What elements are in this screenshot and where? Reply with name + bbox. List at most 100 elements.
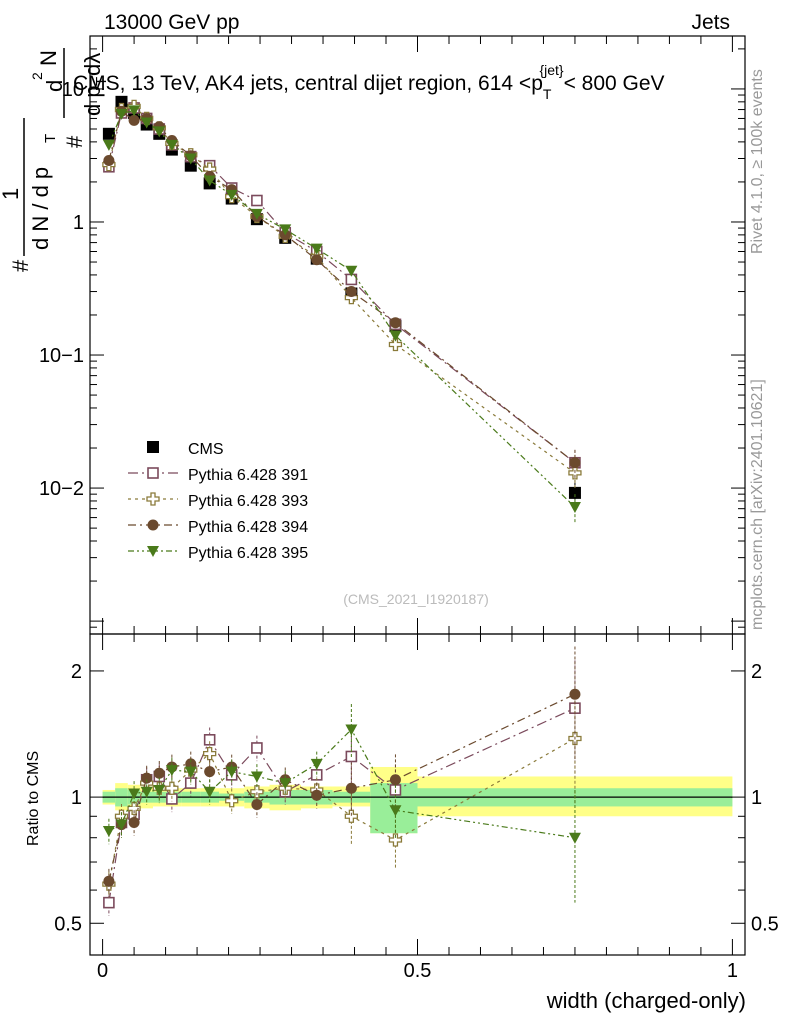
ratio-point (165, 781, 179, 795)
xtick-label: 0.5 (404, 960, 432, 982)
main-point (569, 457, 581, 469)
legend: CMS Pythia 6.428 391 Pythia 6.428 393 Pythi… (128, 441, 308, 562)
main-point (153, 126, 166, 138)
legend-label: Pythia 6.428 391 (188, 467, 308, 484)
main-point (128, 114, 140, 126)
ylabel-N: N (36, 50, 61, 66)
main-point (140, 117, 153, 129)
ratio-point (103, 875, 115, 887)
main-point (389, 317, 401, 329)
ylabel-dNdp: d N / d p (28, 167, 53, 250)
main-series-line (108, 109, 576, 508)
ratio-point (203, 786, 216, 798)
main-point (184, 153, 197, 165)
ratio-point (165, 765, 178, 777)
legend-marker (147, 467, 159, 479)
ratio-point (569, 688, 581, 700)
legend-marker (147, 546, 159, 557)
ylabel-sub-T1: T (42, 134, 59, 143)
main-point (251, 194, 263, 207)
ylabel-hash-2: # (62, 135, 87, 148)
analysis-watermark: (CMS_2021_I1920187) (343, 591, 489, 607)
ratio-point (225, 766, 238, 778)
ratio-point (103, 896, 115, 909)
main-point (103, 154, 115, 166)
main-point (568, 466, 582, 480)
ylabel-dlambda: dλ (80, 53, 105, 76)
main-point (388, 337, 403, 352)
main-series-line (108, 110, 576, 464)
mcplots-label: mcplots.cern.ch [arXiv:2401.10621] (749, 379, 766, 630)
main-ytick-label: 10−2 (39, 478, 84, 500)
main-point (345, 265, 358, 277)
title-prefix: CMS, 13 TeV, AK4 jets, central dijet reg… (73, 72, 543, 95)
xtick-label: 1 (727, 960, 738, 982)
main-point (389, 330, 402, 342)
rivet-label: Rivet 4.1.0, ≥ 100k events (749, 69, 766, 254)
ratio-point (203, 746, 217, 761)
main-point (568, 502, 581, 514)
ratio-point (203, 734, 216, 746)
main-point (225, 189, 238, 201)
ratio-point (153, 767, 165, 779)
legend-marker (146, 492, 160, 506)
ratio-point (141, 772, 153, 784)
ratio-point (311, 789, 323, 801)
ratio-point (389, 774, 401, 786)
ratio-ytick-label: 1 (71, 787, 82, 809)
ratio-point (345, 782, 357, 794)
ratio-point (388, 833, 403, 847)
ratio-point (140, 786, 153, 798)
header-left: 13000 GeV pp (104, 11, 239, 34)
legend-label: Pythia 6.428 395 (188, 545, 308, 562)
ratio-ylabel: Ratio to CMS (25, 751, 42, 846)
legend-label: Pythia 6.428 394 (188, 519, 308, 536)
ratio-ytick-label-right: 2 (751, 661, 762, 683)
ratio-ytick-label-right: 1 (751, 787, 762, 809)
legend-marker (147, 441, 159, 453)
legend-label: CMS (188, 441, 224, 458)
main-point (203, 175, 216, 187)
main-ytick-label: 1 (73, 212, 84, 234)
ratio-point (166, 793, 178, 805)
main-point (165, 139, 178, 151)
ratio-point (279, 778, 292, 790)
ylabel-dp: d p (80, 85, 105, 116)
ylabel-sub-T2: T (93, 77, 110, 86)
main-point (102, 139, 115, 151)
ratio-point (251, 799, 263, 811)
header-right: Jets (691, 11, 730, 34)
ratio-ytick-label: 0.5 (54, 913, 82, 935)
ratio-point (310, 758, 323, 770)
main-point (250, 208, 263, 220)
main-point (115, 95, 128, 108)
main-ytick-label: 10−1 (39, 345, 84, 367)
ylabel-d: d (42, 80, 67, 92)
ratio-point (251, 742, 263, 754)
ylabel-sup-2: 2 (29, 72, 45, 80)
ratio-point (128, 816, 140, 828)
ratio-point (128, 788, 141, 800)
main-ytick-label: 10 (62, 79, 84, 101)
main-point (279, 224, 292, 236)
ratio-point (568, 832, 581, 844)
main-point (128, 105, 141, 117)
legend-marker (147, 519, 159, 531)
ylabel-hash-1: # (8, 259, 33, 272)
ratio-point (250, 785, 264, 799)
title-sup: {jet} (539, 62, 563, 78)
title-sub: T (543, 86, 552, 102)
xtick-label: 0 (97, 960, 108, 982)
ratio-point (345, 724, 358, 736)
ratio-point (115, 819, 128, 831)
legend-label: Pythia 6.428 393 (188, 493, 308, 510)
main-point (115, 108, 128, 120)
ratio-point (204, 766, 216, 778)
ratio-point (225, 794, 239, 808)
title-suffix: < 800 GeV (564, 72, 665, 95)
main-series-line (108, 105, 576, 474)
plot-title: CMS, 13 TeV, AK4 jets, central dijet reg… (73, 62, 665, 102)
ylabel-one: 1 (0, 188, 23, 200)
ratio-point (250, 771, 263, 783)
